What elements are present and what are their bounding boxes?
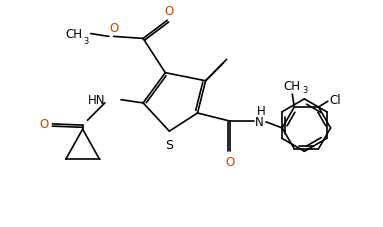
Text: CH: CH — [65, 28, 83, 41]
Text: HN: HN — [88, 94, 106, 107]
Text: CH: CH — [284, 80, 301, 93]
Text: O: O — [39, 118, 48, 131]
Text: H: H — [257, 105, 265, 118]
Text: O: O — [109, 22, 118, 35]
Text: N: N — [254, 115, 263, 128]
Text: O: O — [225, 156, 234, 169]
Text: 3: 3 — [302, 85, 307, 94]
Text: O: O — [165, 5, 174, 18]
Text: 3: 3 — [84, 37, 89, 46]
Text: Cl: Cl — [330, 94, 341, 107]
Text: S: S — [165, 139, 173, 152]
